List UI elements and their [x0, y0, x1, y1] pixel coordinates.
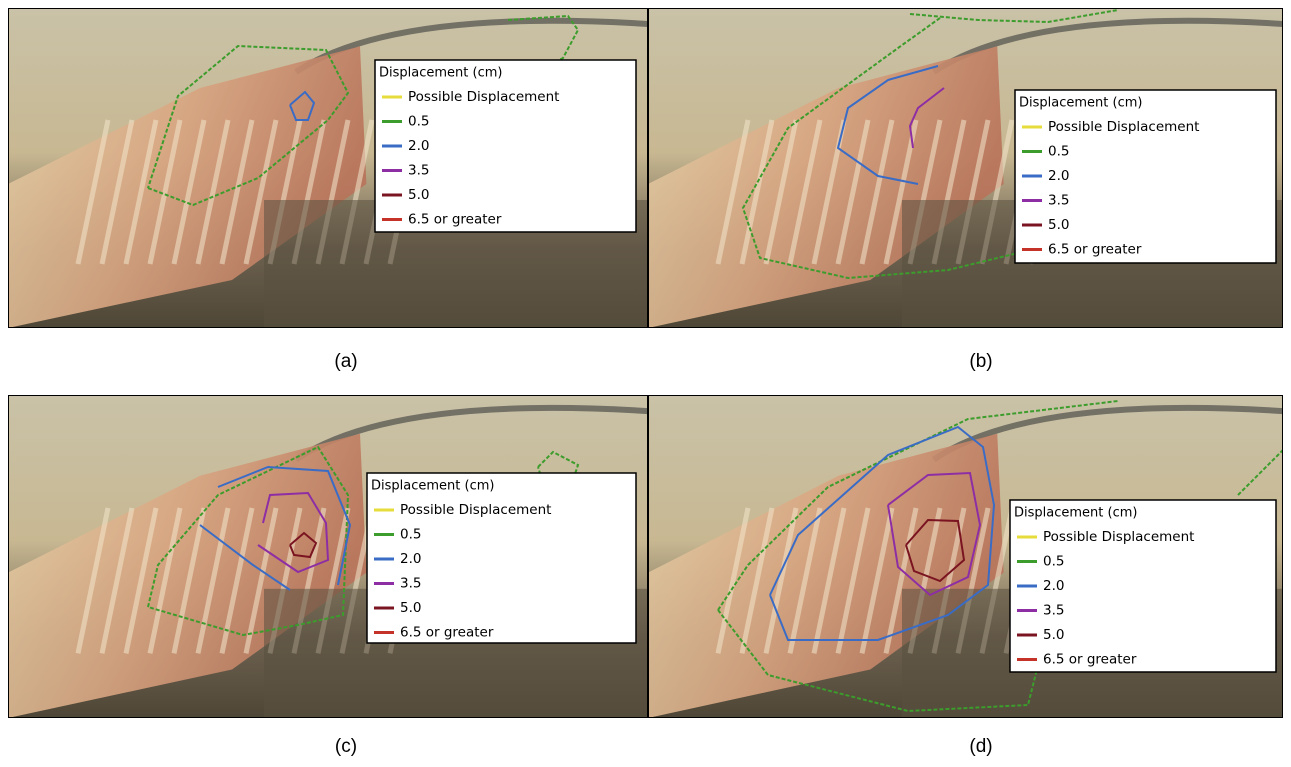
legend-label: 0.5	[400, 527, 421, 543]
legend-label: 3.5	[400, 576, 421, 592]
map-panel: Displacement (cm) Possible Displacement 0.…	[8, 8, 648, 328]
legend-label: Possible Displacement	[1048, 119, 1199, 135]
legend-label: Possible Displacement	[400, 502, 551, 518]
legend-label: 2.0	[408, 138, 429, 154]
legend-label: 2.0	[1048, 168, 1069, 184]
legend-label: 2.0	[400, 551, 421, 567]
legend-label: 3.5	[408, 163, 429, 179]
map-panel: Displacement (cm) Possible Displacement 0.…	[8, 395, 648, 718]
legend-label: 5.0	[400, 600, 421, 616]
legend-label: 0.5	[1048, 144, 1069, 160]
legend-label: 6.5 or greater	[1043, 652, 1137, 668]
map-panel: Displacement (cm) Possible Displacement 0.…	[648, 395, 1288, 718]
panel-caption: (b)	[969, 351, 992, 372]
legend-label: 5.0	[1043, 627, 1064, 643]
legend-label: 0.5	[1043, 554, 1064, 570]
legend-label: Possible Displacement	[1043, 529, 1194, 545]
legend-label: 3.5	[1043, 603, 1064, 619]
figure-canvas: Displacement (cm) Possible Displacement 0.…	[0, 0, 1291, 767]
legend: Displacement (cm) Possible Displacement 0.…	[375, 60, 636, 232]
legend: Displacement (cm) Possible Displacement 0.…	[1010, 500, 1276, 672]
legend: Displacement (cm) Possible Displacement 0.…	[1015, 90, 1276, 263]
legend-title: Displacement (cm)	[1014, 506, 1137, 521]
panel-caption: (a)	[334, 351, 357, 372]
legend-label: Possible Displacement	[408, 89, 559, 105]
legend-title: Displacement (cm)	[379, 66, 502, 81]
legend-label: 6.5 or greater	[408, 212, 502, 228]
legend-label: 6.5 or greater	[1048, 242, 1142, 258]
legend-label: 5.0	[408, 187, 429, 203]
legend-label: 2.0	[1043, 578, 1064, 594]
legend-label: 6.5 or greater	[400, 625, 494, 641]
legend-label: 5.0	[1048, 217, 1069, 233]
legend-title: Displacement (cm)	[1019, 96, 1142, 111]
legend-label: 0.5	[408, 114, 429, 130]
legend-label: 3.5	[1048, 193, 1069, 209]
figure: Displacement (cm) Possible Displacement 0.…	[0, 0, 1291, 767]
legend-title: Displacement (cm)	[371, 479, 494, 494]
panel-caption: (d)	[969, 736, 992, 757]
panel-caption: (c)	[335, 736, 357, 757]
map-panel: Displacement (cm) Possible Displacement 0.…	[648, 8, 1283, 328]
legend: Displacement (cm) Possible Displacement 0.…	[367, 473, 636, 643]
